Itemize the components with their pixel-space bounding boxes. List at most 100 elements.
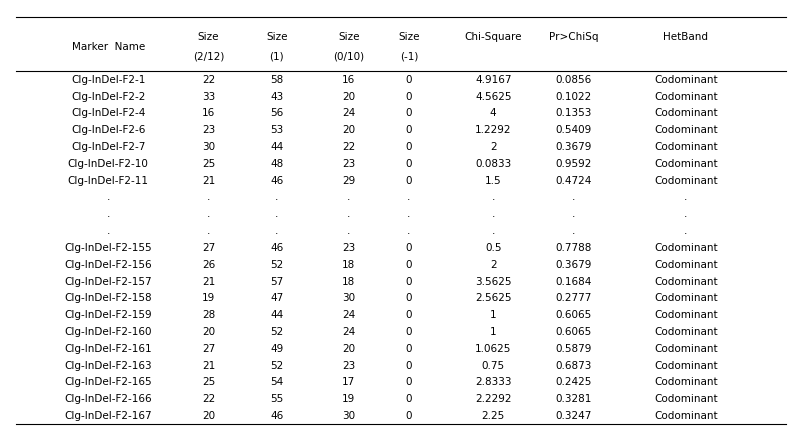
Text: 20: 20 xyxy=(342,125,355,135)
Text: 0: 0 xyxy=(406,310,412,320)
Text: Clg-InDel-F2-165: Clg-InDel-F2-165 xyxy=(64,377,152,388)
Text: .: . xyxy=(347,193,350,203)
Text: 46: 46 xyxy=(270,411,283,421)
Text: Pr>ChiSq: Pr>ChiSq xyxy=(549,32,598,42)
Text: 0: 0 xyxy=(406,327,412,337)
Text: 47: 47 xyxy=(270,293,283,303)
Text: 0: 0 xyxy=(406,260,412,270)
Text: 0: 0 xyxy=(406,142,412,152)
Text: 52: 52 xyxy=(270,327,283,337)
Text: 19: 19 xyxy=(202,293,215,303)
Text: Clg-InDel-F2-167: Clg-InDel-F2-167 xyxy=(64,411,152,421)
Text: 46: 46 xyxy=(270,176,283,186)
Text: Clg-InDel-F2-7: Clg-InDel-F2-7 xyxy=(71,142,145,152)
Text: 46: 46 xyxy=(270,243,283,253)
Text: Clg-InDel-F2-166: Clg-InDel-F2-166 xyxy=(64,394,152,404)
Text: 0.6065: 0.6065 xyxy=(555,310,592,320)
Text: 0.1022: 0.1022 xyxy=(555,92,592,102)
Text: 0.5879: 0.5879 xyxy=(555,344,592,354)
Text: .: . xyxy=(407,226,411,236)
Text: Clg-InDel-F2-6: Clg-InDel-F2-6 xyxy=(71,125,145,135)
Text: .: . xyxy=(492,193,495,203)
Text: 3.5625: 3.5625 xyxy=(475,277,512,287)
Text: 0: 0 xyxy=(406,159,412,169)
Text: Size: Size xyxy=(266,32,287,42)
Text: 0.1353: 0.1353 xyxy=(555,108,592,119)
Text: 1: 1 xyxy=(490,310,496,320)
Text: .: . xyxy=(492,209,495,219)
Text: 0.7788: 0.7788 xyxy=(555,243,592,253)
Text: 52: 52 xyxy=(270,361,283,371)
Text: Codominant: Codominant xyxy=(654,243,718,253)
Text: 0.0833: 0.0833 xyxy=(475,159,512,169)
Text: Codominant: Codominant xyxy=(654,327,718,337)
Text: 16: 16 xyxy=(202,108,215,119)
Text: 0.0856: 0.0856 xyxy=(555,75,592,85)
Text: 0: 0 xyxy=(406,377,412,388)
Text: 4.5625: 4.5625 xyxy=(475,92,512,102)
Text: Codominant: Codominant xyxy=(654,394,718,404)
Text: 0: 0 xyxy=(406,125,412,135)
Text: 1: 1 xyxy=(490,327,496,337)
Text: .: . xyxy=(572,226,575,236)
Text: 0.3281: 0.3281 xyxy=(555,394,592,404)
Text: 57: 57 xyxy=(270,277,283,287)
Text: .: . xyxy=(684,209,687,219)
Text: 33: 33 xyxy=(202,92,215,102)
Text: .: . xyxy=(684,226,687,236)
Text: 22: 22 xyxy=(342,142,355,152)
Text: Codominant: Codominant xyxy=(654,75,718,85)
Text: 0.1684: 0.1684 xyxy=(555,277,592,287)
Text: (1): (1) xyxy=(269,51,284,61)
Text: Marker  Name: Marker Name xyxy=(71,42,145,52)
Text: 30: 30 xyxy=(342,411,355,421)
Text: Clg-InDel-F2-2: Clg-InDel-F2-2 xyxy=(71,92,145,102)
Text: 25: 25 xyxy=(202,377,215,388)
Text: 18: 18 xyxy=(342,277,355,287)
Text: (2/12): (2/12) xyxy=(192,51,225,61)
Text: Codominant: Codominant xyxy=(654,159,718,169)
Text: .: . xyxy=(207,209,210,219)
Text: Codominant: Codominant xyxy=(654,92,718,102)
Text: 27: 27 xyxy=(202,344,215,354)
Text: 20: 20 xyxy=(202,327,215,337)
Text: Codominant: Codominant xyxy=(654,142,718,152)
Text: 55: 55 xyxy=(270,394,283,404)
Text: .: . xyxy=(572,209,575,219)
Text: 22: 22 xyxy=(202,75,215,85)
Text: 52: 52 xyxy=(270,260,283,270)
Text: 2.5625: 2.5625 xyxy=(475,293,512,303)
Text: .: . xyxy=(275,226,278,236)
Text: Codominant: Codominant xyxy=(654,411,718,421)
Text: .: . xyxy=(207,226,210,236)
Text: 54: 54 xyxy=(270,377,283,388)
Text: Codominant: Codominant xyxy=(654,176,718,186)
Text: 0.5: 0.5 xyxy=(485,243,501,253)
Text: 26: 26 xyxy=(202,260,215,270)
Text: 1.0625: 1.0625 xyxy=(475,344,512,354)
Text: Clg-InDel-F2-161: Clg-InDel-F2-161 xyxy=(64,344,152,354)
Text: 43: 43 xyxy=(270,92,283,102)
Text: Size: Size xyxy=(338,32,359,42)
Text: 17: 17 xyxy=(342,377,355,388)
Text: 21: 21 xyxy=(202,361,215,371)
Text: 0.5409: 0.5409 xyxy=(555,125,592,135)
Text: .: . xyxy=(347,226,350,236)
Text: 2.25: 2.25 xyxy=(482,411,504,421)
Text: 53: 53 xyxy=(270,125,283,135)
Text: 23: 23 xyxy=(342,243,355,253)
Text: .: . xyxy=(107,226,110,236)
Text: 2.8333: 2.8333 xyxy=(475,377,512,388)
Text: 20: 20 xyxy=(342,92,355,102)
Text: 0.2425: 0.2425 xyxy=(555,377,592,388)
Text: 28: 28 xyxy=(202,310,215,320)
Text: 2: 2 xyxy=(490,260,496,270)
Text: 48: 48 xyxy=(270,159,283,169)
Text: .: . xyxy=(684,193,687,203)
Text: 0: 0 xyxy=(406,92,412,102)
Text: 0.75: 0.75 xyxy=(482,361,504,371)
Text: .: . xyxy=(275,193,278,203)
Text: 0.2777: 0.2777 xyxy=(555,293,592,303)
Text: .: . xyxy=(407,209,411,219)
Text: 0.3247: 0.3247 xyxy=(555,411,592,421)
